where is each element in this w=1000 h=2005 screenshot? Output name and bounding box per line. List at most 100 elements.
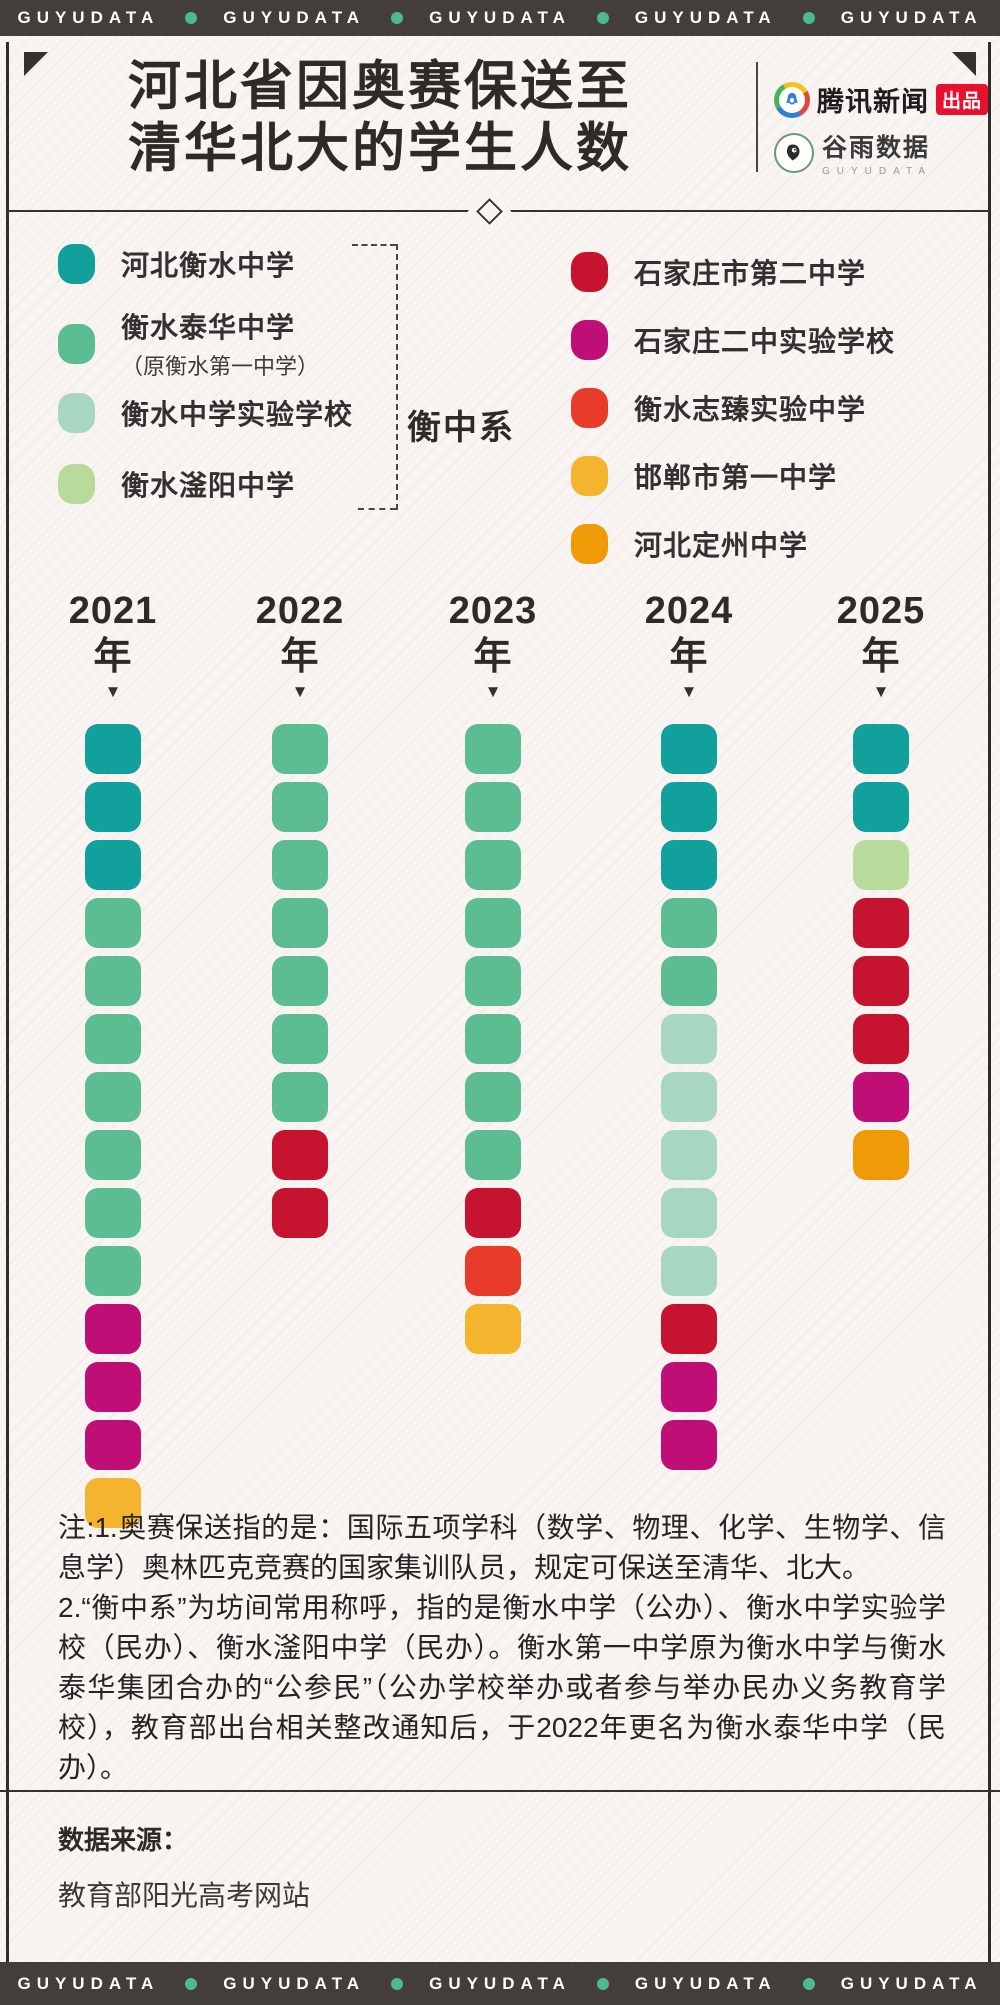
legend-label: 邯郸市第一中学 bbox=[634, 462, 838, 493]
chupin-badge: 出品 bbox=[936, 84, 989, 115]
unit-block-shiyan bbox=[661, 1072, 717, 1122]
chart-column-2022年: 2022年 ▼ bbox=[240, 588, 360, 1238]
unit-block-sjzershiyan bbox=[85, 1420, 141, 1470]
unit-block-taihua bbox=[272, 782, 328, 832]
guyudata-bird-icon bbox=[774, 132, 814, 173]
unit-block-taihua bbox=[465, 1130, 521, 1180]
sjzershiyan-swatch bbox=[571, 320, 608, 360]
unit-block-dingzhou bbox=[853, 1130, 909, 1180]
unit-block-taihua bbox=[465, 1072, 521, 1122]
unit-block-taihua bbox=[465, 840, 521, 890]
unit-block-taihua bbox=[272, 1014, 328, 1064]
sjzdier-swatch bbox=[571, 252, 608, 292]
unit-block-shiyan bbox=[661, 1188, 717, 1238]
brand-dot-icon bbox=[802, 1977, 815, 1990]
legend-text-sjzershiyan: 石家庄二中实验学校 bbox=[634, 320, 895, 360]
year-label: 2023年 bbox=[448, 590, 538, 678]
tencent-penguin-icon bbox=[774, 81, 810, 118]
unit-block-fuyang bbox=[853, 840, 909, 890]
unit-block-taihua bbox=[465, 956, 521, 1006]
legend-text-handan: 邯郸市第一中学 bbox=[634, 456, 837, 496]
shiyan-swatch bbox=[58, 393, 95, 433]
dingzhou-swatch bbox=[571, 524, 608, 564]
block-stack bbox=[629, 724, 749, 1470]
legend-text-zhizhen: 衡水志臻实验中学 bbox=[634, 388, 866, 428]
unit-block-hengshui bbox=[85, 840, 141, 890]
brand-text: GUYUDATA bbox=[223, 1973, 366, 1993]
brand-text: GUYUDATA bbox=[840, 8, 983, 27]
legend-label: 石家庄市第二中学 bbox=[634, 258, 867, 289]
unit-block-hengshui bbox=[85, 724, 141, 774]
data-source-label: 数据来源： bbox=[58, 1825, 189, 1855]
unit-block-taihua bbox=[85, 1188, 141, 1238]
unit-block-hengshui bbox=[661, 840, 717, 890]
unit-block-taihua bbox=[465, 898, 521, 948]
unit-block-sjzershiyan bbox=[85, 1304, 141, 1354]
legend-item-taihua: 衡水泰华中学 （原衡水第一中学） bbox=[58, 306, 319, 381]
legend-text-shiyan: 衡水中学实验学校 bbox=[121, 393, 353, 433]
unit-block-taihua bbox=[85, 1130, 141, 1180]
block-stack bbox=[821, 724, 941, 1180]
legend-label: 河北衡水中学 bbox=[121, 250, 296, 281]
legend-item-handan: 邯郸市第一中学 bbox=[571, 456, 837, 496]
legend-text-dingzhou: 河北定州中学 bbox=[634, 524, 808, 564]
year-marker-triangle-icon: ▼ bbox=[484, 682, 502, 701]
brand-text: GUYUDATA bbox=[429, 8, 571, 27]
data-source-value: 教育部阳光高考网站 bbox=[58, 1880, 311, 1911]
legend-item-dingzhou: 河北定州中学 bbox=[571, 524, 808, 564]
legend-label: 衡水志臻实验中学 bbox=[634, 394, 867, 425]
year-marker-triangle-icon: ▼ bbox=[680, 682, 698, 701]
unit-block-hengshui bbox=[661, 782, 717, 832]
source-section-divider bbox=[0, 1790, 1000, 1792]
footnotes: 注:1.奥赛保送指的是：国际五项学科（数学、物理、化学、生物学、信息学）奥林匹克… bbox=[58, 1508, 946, 1788]
legend-item-shiyan: 衡水中学实验学校 bbox=[58, 393, 353, 433]
guyudata-subtext: GUYUDATA bbox=[822, 166, 933, 177]
unit-block-shiyan bbox=[661, 1014, 717, 1064]
footnote-2: 2.“衡中系”为坊间常用称呼，指的是衡水中学（公办）、衡水中学实验学校（民办）、… bbox=[58, 1592, 946, 1783]
block-stack bbox=[433, 724, 553, 1354]
frame-left-border bbox=[6, 42, 9, 1962]
legend-label: 石家庄二中实验学校 bbox=[634, 326, 896, 357]
chart-column-2023年: 2023年 ▼ bbox=[433, 588, 553, 1354]
legend-text-sjzdier: 石家庄市第二中学 bbox=[634, 252, 866, 292]
hengzhong-bracket-line bbox=[396, 244, 398, 510]
unit-block-sjzdier bbox=[272, 1130, 328, 1180]
unit-block-handan bbox=[85, 1478, 141, 1528]
year-marker-triangle-icon: ▼ bbox=[104, 682, 122, 701]
brand-text: GUYUDATA bbox=[634, 1973, 777, 1993]
unit-block-taihua bbox=[272, 1072, 328, 1122]
unit-block-sjzershiyan bbox=[853, 1072, 909, 1122]
diamond-divider-icon bbox=[467, 189, 512, 234]
unit-block-sjzershiyan bbox=[661, 1420, 717, 1470]
tencent-news-logo: 腾讯新闻 出品 bbox=[774, 80, 989, 119]
fuyang-swatch bbox=[58, 464, 95, 504]
brand-dot-icon bbox=[596, 12, 609, 24]
legend-text-hengshui: 河北衡水中学 bbox=[121, 244, 295, 284]
brand-dot-icon bbox=[391, 12, 404, 24]
unit-block-sjzdier bbox=[853, 1014, 909, 1064]
corner-triangle-top-right-icon bbox=[952, 52, 976, 76]
guyudata-logo: 谷雨数据 GUYUDATA bbox=[774, 128, 932, 177]
unit-block-shiyan bbox=[661, 1246, 717, 1296]
block-stack bbox=[53, 724, 173, 1528]
header-brand-bar: GUYUDATA GUYUDATA GUYUDATA GUYUDATA GUYUDATA bbox=[0, 0, 1000, 36]
year-label: 2025年 bbox=[836, 590, 926, 678]
unit-block-sjzdier bbox=[853, 898, 909, 948]
brand-dot-icon bbox=[185, 1977, 198, 1990]
zhizhen-swatch bbox=[571, 388, 608, 428]
unit-block-hengshui bbox=[853, 724, 909, 774]
unit-block-taihua bbox=[272, 840, 328, 890]
brand-text: GUYUDATA bbox=[17, 1973, 160, 1993]
unit-block-taihua bbox=[272, 898, 328, 948]
year-label: 2024年 bbox=[644, 590, 734, 678]
chart-column-2025年: 2025年 ▼ bbox=[821, 588, 941, 1180]
unit-block-taihua bbox=[85, 898, 141, 948]
unit-block-taihua bbox=[272, 956, 328, 1006]
page-title: 河北省因奥赛保送至 清华北大的学生人数 bbox=[10, 56, 750, 180]
legend-item-sjzershiyan: 石家庄二中实验学校 bbox=[571, 320, 895, 360]
unit-block-sjzershiyan bbox=[85, 1362, 141, 1412]
brand-dot-icon bbox=[391, 1977, 404, 1990]
brand-text: GUYUDATA bbox=[634, 8, 777, 27]
unit-block-hengshui bbox=[853, 782, 909, 832]
legend-item-zhizhen: 衡水志臻实验中学 bbox=[571, 388, 866, 428]
